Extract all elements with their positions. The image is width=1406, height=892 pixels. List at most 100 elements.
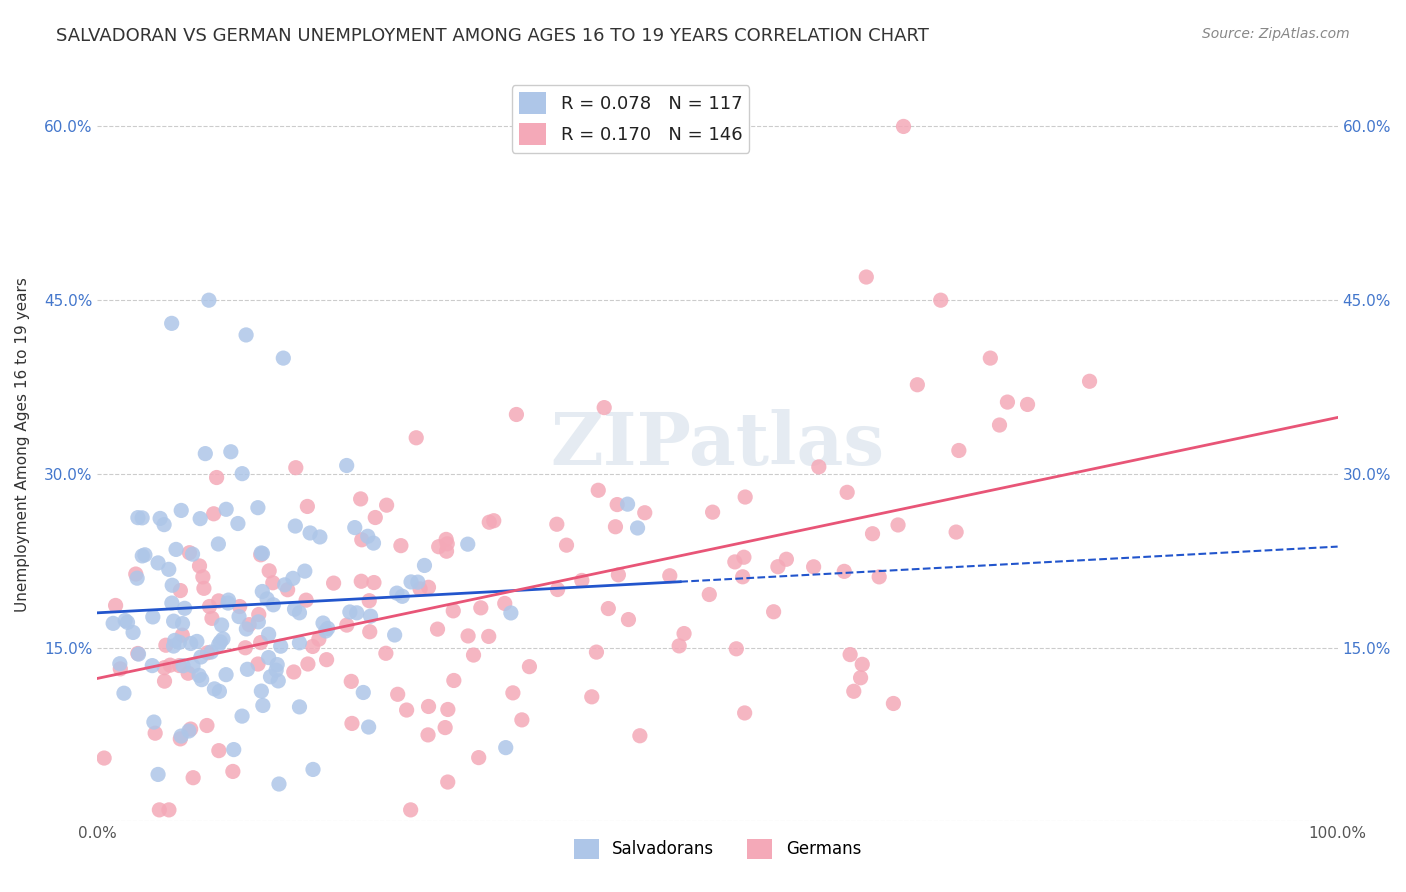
Salvadorans bbox=[190, 673, 212, 687]
Germans bbox=[807, 459, 830, 474]
Salvadorans bbox=[363, 536, 385, 550]
Germans bbox=[359, 593, 381, 607]
Salvadorans bbox=[264, 663, 287, 677]
Salvadorans bbox=[219, 444, 242, 458]
Salvadorans bbox=[217, 593, 239, 607]
Germans bbox=[628, 729, 651, 743]
Germans bbox=[247, 657, 270, 671]
Germans bbox=[849, 671, 872, 685]
Salvadorans bbox=[288, 606, 311, 620]
Germans bbox=[257, 564, 280, 578]
Germans bbox=[882, 697, 904, 711]
Germans bbox=[470, 600, 492, 615]
Salvadorans bbox=[231, 709, 253, 723]
Germans bbox=[195, 718, 218, 732]
Germans bbox=[399, 803, 422, 817]
Germans bbox=[405, 431, 427, 445]
Salvadorans bbox=[259, 670, 281, 684]
Germans bbox=[208, 594, 231, 608]
Germans bbox=[416, 728, 439, 742]
Salvadorans bbox=[457, 537, 479, 551]
Germans bbox=[157, 803, 180, 817]
Germans bbox=[363, 575, 385, 590]
Salvadorans bbox=[495, 740, 517, 755]
Germans bbox=[197, 646, 219, 660]
Salvadorans bbox=[346, 606, 368, 620]
Germans bbox=[581, 690, 603, 704]
Germans bbox=[482, 514, 505, 528]
Germans bbox=[731, 570, 754, 584]
Germans bbox=[208, 744, 231, 758]
Germans bbox=[606, 498, 628, 512]
Germans bbox=[418, 699, 440, 714]
Germans bbox=[673, 626, 696, 640]
Germans bbox=[988, 417, 1011, 432]
Salvadorans bbox=[616, 497, 638, 511]
Salvadorans bbox=[142, 610, 165, 624]
Germans bbox=[502, 686, 524, 700]
Germans bbox=[1017, 397, 1039, 411]
Germans bbox=[762, 605, 785, 619]
Germans bbox=[283, 665, 305, 679]
Salvadorans bbox=[207, 537, 229, 551]
Salvadorans bbox=[399, 574, 422, 589]
Germans bbox=[228, 599, 250, 614]
Salvadorans bbox=[146, 556, 169, 570]
Germans bbox=[295, 593, 318, 607]
Germans bbox=[181, 771, 204, 785]
Germans bbox=[93, 751, 115, 765]
Germans bbox=[585, 645, 607, 659]
Salvadorans bbox=[122, 625, 145, 640]
Salvadorans bbox=[211, 618, 233, 632]
Salvadorans bbox=[247, 615, 270, 629]
Salvadorans bbox=[215, 502, 238, 516]
Salvadorans bbox=[231, 467, 253, 481]
Salvadorans bbox=[391, 590, 413, 604]
Germans bbox=[180, 722, 202, 736]
Germans bbox=[467, 750, 489, 764]
Salvadorans bbox=[406, 575, 429, 590]
Salvadorans bbox=[274, 578, 297, 592]
Germans bbox=[169, 583, 191, 598]
Salvadorans bbox=[170, 729, 193, 743]
Germans bbox=[434, 721, 457, 735]
Salvadorans bbox=[271, 351, 294, 365]
Germans bbox=[127, 647, 149, 661]
Salvadorans bbox=[209, 635, 232, 649]
Salvadorans bbox=[127, 571, 149, 585]
Salvadorans bbox=[208, 684, 231, 698]
Germans bbox=[775, 552, 797, 566]
Salvadorans bbox=[252, 698, 274, 713]
Germans bbox=[297, 657, 319, 671]
Germans bbox=[359, 624, 381, 639]
Germans bbox=[605, 520, 627, 534]
Salvadorans bbox=[101, 616, 124, 631]
Germans bbox=[734, 706, 756, 720]
Salvadorans bbox=[134, 548, 156, 562]
Salvadorans bbox=[336, 458, 359, 473]
Germans bbox=[336, 618, 359, 632]
Salvadorans bbox=[131, 549, 153, 563]
Germans bbox=[238, 617, 260, 632]
Text: ZIPatlas: ZIPatlas bbox=[550, 409, 884, 481]
Germans bbox=[262, 575, 284, 590]
Germans bbox=[222, 764, 245, 779]
Germans bbox=[851, 657, 873, 672]
Salvadorans bbox=[235, 327, 257, 342]
Legend: R = 0.078   N = 117, R = 0.170   N = 146: R = 0.078 N = 117, R = 0.170 N = 146 bbox=[512, 85, 749, 153]
Salvadorans bbox=[236, 662, 259, 676]
Salvadorans bbox=[131, 511, 153, 525]
Salvadorans bbox=[288, 699, 311, 714]
Germans bbox=[301, 640, 323, 654]
Germans bbox=[340, 674, 363, 689]
Germans bbox=[724, 555, 747, 569]
Salvadorans bbox=[262, 598, 284, 612]
Germans bbox=[862, 526, 884, 541]
Salvadorans bbox=[250, 684, 273, 698]
Salvadorans bbox=[222, 742, 245, 756]
Germans bbox=[948, 443, 970, 458]
Germans bbox=[322, 576, 344, 591]
Salvadorans bbox=[186, 634, 208, 648]
Germans bbox=[249, 635, 271, 649]
Germans bbox=[193, 582, 215, 596]
